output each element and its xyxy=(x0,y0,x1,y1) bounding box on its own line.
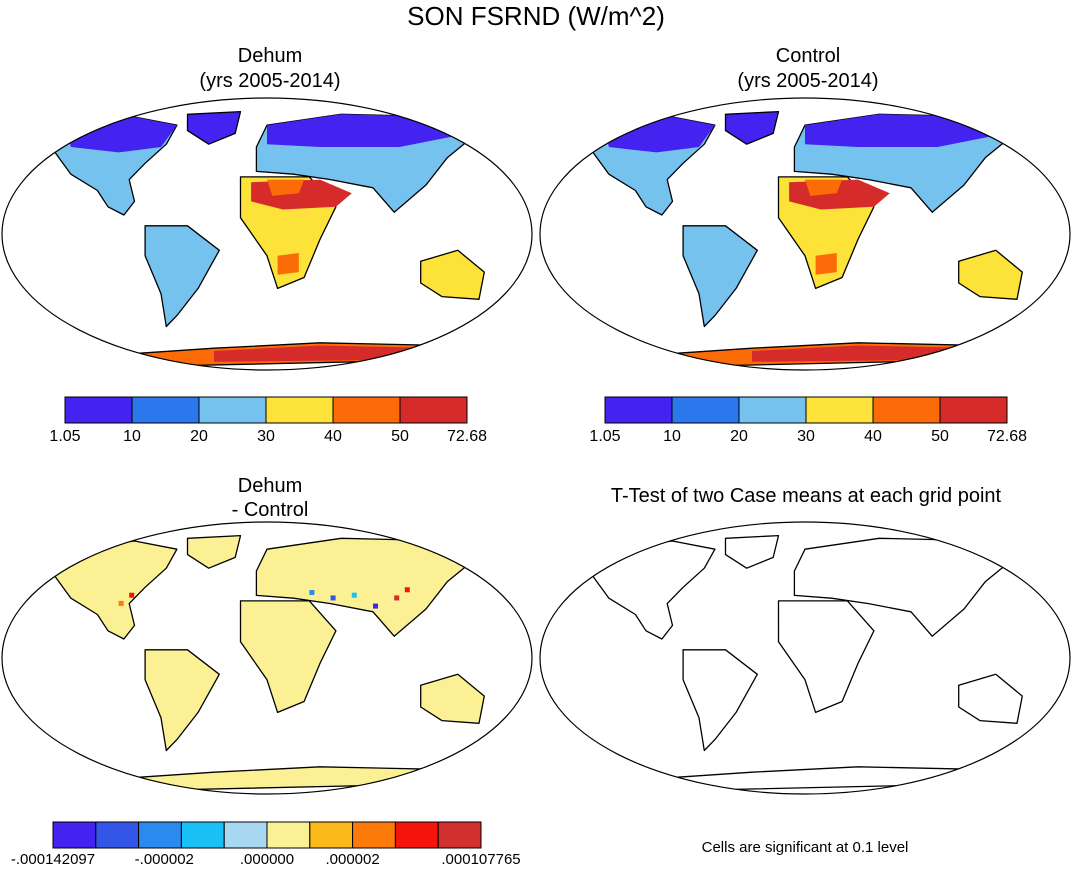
map-panel-3 xyxy=(2,522,532,794)
colorbar-tick-label: 20 xyxy=(730,428,748,445)
continent-northAmerica xyxy=(592,540,716,640)
southern-africa-warm xyxy=(277,253,299,275)
colorbar-swatch xyxy=(265,396,334,424)
anomaly-cell xyxy=(351,592,357,598)
colorbar-tick-label: 10 xyxy=(123,428,141,445)
colorbar-tick-label: 30 xyxy=(257,428,275,445)
colorbar-swatch xyxy=(872,396,941,424)
map-panel-2 xyxy=(540,98,1070,370)
main-title: SON FSRND (W/m^2) xyxy=(407,1,665,31)
colorbar-swatch xyxy=(394,821,439,849)
colorbar-swatch xyxy=(95,821,140,849)
colorbar-tick-label: -.000142097 xyxy=(10,851,96,868)
map-border xyxy=(1,97,533,371)
anomaly-cell xyxy=(394,595,400,601)
panel1-title: Dehum xyxy=(237,45,303,67)
colorbar-tick-label: 72.68 xyxy=(986,428,1028,445)
colorbar-swatch xyxy=(198,396,267,424)
colorbar-tick-label: 40 xyxy=(864,428,882,445)
colorbar-swatch xyxy=(131,396,200,424)
panel3-title: Dehum xyxy=(237,475,303,497)
continent-northAmerica xyxy=(54,540,178,640)
significance-note: Cells are significant at 0.1 level xyxy=(701,839,909,856)
continent-southAmerica xyxy=(682,649,758,752)
colorbar-tick-label: 10 xyxy=(663,428,681,445)
colorbar-tick-label: 30 xyxy=(797,428,815,445)
continent-southAmerica xyxy=(144,225,220,328)
colorbar-tick-label: -.000002 xyxy=(134,851,194,868)
map-border xyxy=(539,97,1071,371)
anomaly-cell xyxy=(309,590,315,595)
colorbar-tick-label: .000000 xyxy=(239,851,295,868)
colorbar-swatch xyxy=(437,821,482,849)
colorbar-swatch xyxy=(738,396,807,424)
colorbar-tick-label: 1.05 xyxy=(49,428,81,445)
colorbar-swatch xyxy=(939,396,1008,424)
colorbar-2 xyxy=(604,396,1008,424)
arctic-america-cold xyxy=(65,117,177,153)
anomaly-cell xyxy=(129,592,135,598)
colorbar-swatch xyxy=(671,396,740,424)
continent-australia xyxy=(958,673,1023,724)
colorbar-3 xyxy=(52,821,482,849)
panel2-title: Control xyxy=(775,45,841,67)
continent-greenland xyxy=(186,110,242,145)
anomaly-cell xyxy=(404,587,410,593)
desert-warm-ring xyxy=(805,179,843,196)
map-panel-1 xyxy=(2,98,532,370)
continent-africa xyxy=(777,600,875,714)
colorbar-swatch xyxy=(52,821,97,849)
continent-southAmerica xyxy=(682,225,758,328)
continent-greenland xyxy=(186,534,242,569)
continent-australia xyxy=(420,673,485,724)
panel1-subtitle: (yrs 2005-2014) xyxy=(199,70,341,92)
colorbar-swatch xyxy=(138,821,182,849)
colorbar-tick-label: .000107765 xyxy=(441,851,521,868)
colorbar-tick-label: 72.68 xyxy=(446,428,488,445)
colorbar-swatch xyxy=(604,396,673,424)
continent-greenland xyxy=(724,110,780,145)
colorbar-tick-label: .000002 xyxy=(325,851,380,868)
anomaly-cell xyxy=(373,603,378,609)
colorbar-swatch xyxy=(180,821,225,849)
continent-australia xyxy=(420,249,485,300)
colorbar-tick-label: 1.05 xyxy=(589,428,621,445)
colorbar-swatch xyxy=(352,821,396,849)
map-panel-4 xyxy=(540,522,1070,794)
map-border xyxy=(539,521,1071,795)
colorbar-tick-label: 40 xyxy=(324,428,342,445)
colorbar-tick-label: 20 xyxy=(190,428,208,445)
panel2-subtitle: (yrs 2005-2014) xyxy=(737,70,879,92)
desert-warm-ring xyxy=(267,179,305,196)
map-border xyxy=(1,521,533,795)
continent-southAmerica xyxy=(144,649,220,752)
panel4-title: T-Test of two Case means at each grid po… xyxy=(610,485,1002,507)
colorbar-swatch xyxy=(223,821,268,849)
colorbar-1 xyxy=(64,396,468,424)
colorbar-swatch xyxy=(64,396,133,424)
anomaly-cell xyxy=(118,600,124,606)
continent-greenland xyxy=(724,534,780,569)
colorbar-swatch xyxy=(309,821,354,849)
colorbar-swatch xyxy=(332,396,401,424)
continent-africa xyxy=(239,600,337,714)
colorbar-swatch xyxy=(399,396,468,424)
colorbar-swatch xyxy=(266,821,311,849)
ocean-background xyxy=(540,522,1070,794)
anomaly-cell xyxy=(330,595,336,601)
southern-africa-warm xyxy=(815,253,837,275)
continent-australia xyxy=(958,249,1023,300)
panel3-subtitle: - Control xyxy=(231,499,309,521)
colorbar-tick-label: 50 xyxy=(931,428,949,445)
arctic-america-cold xyxy=(603,117,715,153)
colorbar-tick-label: 50 xyxy=(391,428,409,445)
colorbar-swatch xyxy=(805,396,874,424)
